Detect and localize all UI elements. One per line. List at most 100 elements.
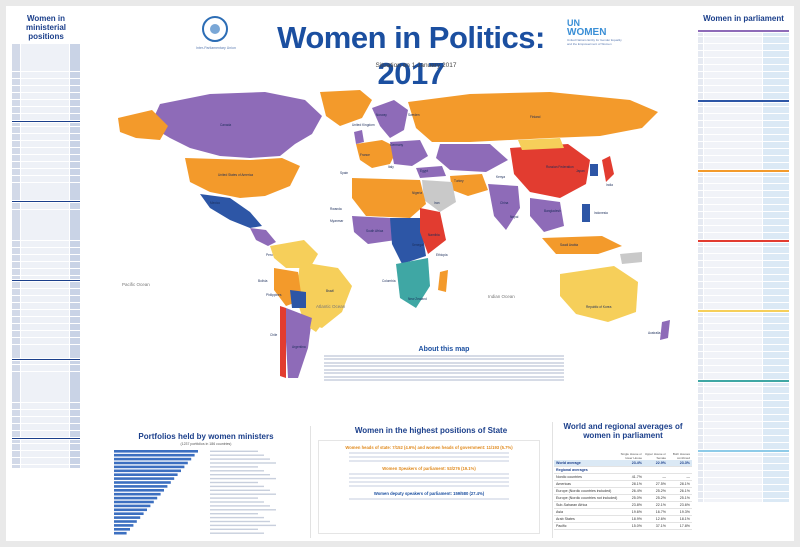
region-usa <box>185 158 300 198</box>
portfolio-bar <box>114 512 144 515</box>
portfolio-label-line <box>210 520 270 523</box>
regional-header: Regional averages <box>556 468 588 472</box>
region-central-europe <box>390 140 428 166</box>
map-callout-label: Philippines <box>266 293 282 297</box>
table-row <box>12 351 80 355</box>
region-central-asia <box>436 144 508 172</box>
table-row <box>698 488 789 491</box>
region-label: Arab States <box>556 517 575 521</box>
table-row <box>698 369 789 372</box>
table-row <box>12 399 80 403</box>
table-row <box>698 351 789 355</box>
speakers-text-line <box>349 481 509 483</box>
portfolio-label-line <box>210 489 270 491</box>
region-korea <box>590 164 598 176</box>
region-lower: 25.0% <box>631 496 642 500</box>
region-lower: 41.7% <box>631 475 642 479</box>
table-row <box>698 40 789 43</box>
table-row <box>698 463 789 467</box>
table-row <box>698 183 789 187</box>
map-callout-label: Chile <box>270 333 277 337</box>
table-row <box>12 413 80 417</box>
region-madagascar <box>438 270 448 292</box>
map-callout-label: Myanmar <box>330 219 344 223</box>
table-row <box>12 423 80 427</box>
table-row <box>12 454 80 458</box>
table-row <box>698 106 789 110</box>
table-row <box>12 47 80 51</box>
table-row <box>698 271 789 274</box>
table-row <box>698 43 789 47</box>
table-row <box>698 383 789 386</box>
table-region-band <box>698 310 789 312</box>
portfolio-label-line <box>210 497 258 499</box>
region-lower: 28.1% <box>631 482 642 486</box>
region-both: 28.1% <box>679 482 690 486</box>
table-row <box>698 281 789 285</box>
table-row <box>698 215 789 218</box>
region-label: Europe (Nordic countries not included) <box>556 496 618 500</box>
averages-panel: World and regional averages of women in … <box>554 422 692 538</box>
table-row <box>12 240 80 244</box>
region-scandinavia <box>372 100 408 138</box>
divider <box>310 426 311 538</box>
table-row <box>698 96 789 99</box>
region-brazil <box>296 262 352 328</box>
map-callouts: United Kingdom Germany France Canada United … <box>210 113 661 349</box>
table-row <box>12 89 80 93</box>
table-row <box>698 243 789 246</box>
map-callout-label: Canada <box>220 123 231 127</box>
table-row <box>12 192 80 197</box>
table-row <box>12 161 80 165</box>
table-row <box>698 64 789 68</box>
table-row <box>698 180 789 183</box>
table-row <box>12 103 80 107</box>
table-row <box>12 251 80 255</box>
unwomen-line2: WOMEN <box>567 27 607 38</box>
portfolio-label-line <box>210 501 264 503</box>
world-both: 23.3% <box>679 461 690 465</box>
table-row <box>698 113 789 117</box>
table-row <box>698 320 789 323</box>
table-row <box>12 302 80 306</box>
table-row <box>698 134 789 138</box>
portfolio-bar <box>114 485 168 488</box>
table-row <box>12 275 80 279</box>
map-callout-label: Namibia <box>428 233 440 237</box>
region-west-africa <box>352 216 396 244</box>
portfolio-label-line <box>210 505 270 507</box>
table-row <box>698 138 789 141</box>
table-row <box>698 127 789 131</box>
portfolio-label-line <box>210 458 270 460</box>
table-row <box>12 175 80 179</box>
table-region-band <box>698 450 789 452</box>
table-row <box>698 327 789 330</box>
table-row <box>12 285 80 289</box>
portfolio-bar <box>114 461 188 465</box>
region-india <box>488 184 520 230</box>
map-callout-label: China <box>500 201 509 205</box>
portfolio-label-line <box>210 450 258 452</box>
table-row <box>698 278 789 281</box>
portfolio-bar <box>114 528 130 531</box>
portfolio-label-line <box>210 466 258 468</box>
table-row <box>12 182 80 186</box>
map-callout-label: Argentina <box>292 345 306 349</box>
regional-row: Arab States 18.9% 12.6% 18.1% <box>554 516 692 523</box>
table-divider <box>12 438 80 440</box>
table-row <box>12 261 80 265</box>
map-callout-label: Kenya <box>496 175 505 179</box>
averages-title: World and regional averages of women in … <box>563 422 683 440</box>
table-row <box>698 432 789 435</box>
regional-row: Europe (Nordic countries not included) 25… <box>554 495 692 502</box>
table-row <box>698 187 789 190</box>
table-row <box>12 202 80 206</box>
portfolio-label-line <box>210 524 276 527</box>
ocean-label-pacific: Pacific Ocean <box>122 282 150 287</box>
table-row <box>698 362 789 365</box>
world-average-row: World average 23.4% 22.9% 23.3% <box>554 460 692 467</box>
table-row <box>12 113 80 117</box>
ministerial-panel: Women in ministerial positions <box>6 6 84 526</box>
table-row <box>698 71 789 75</box>
table-row <box>12 330 80 334</box>
